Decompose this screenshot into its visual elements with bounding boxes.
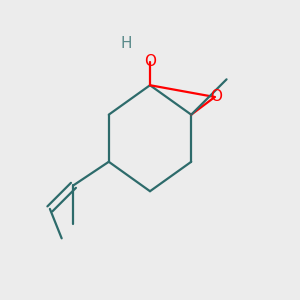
Text: O: O (144, 54, 156, 69)
Text: H: H (121, 37, 132, 52)
Text: O: O (210, 89, 222, 104)
